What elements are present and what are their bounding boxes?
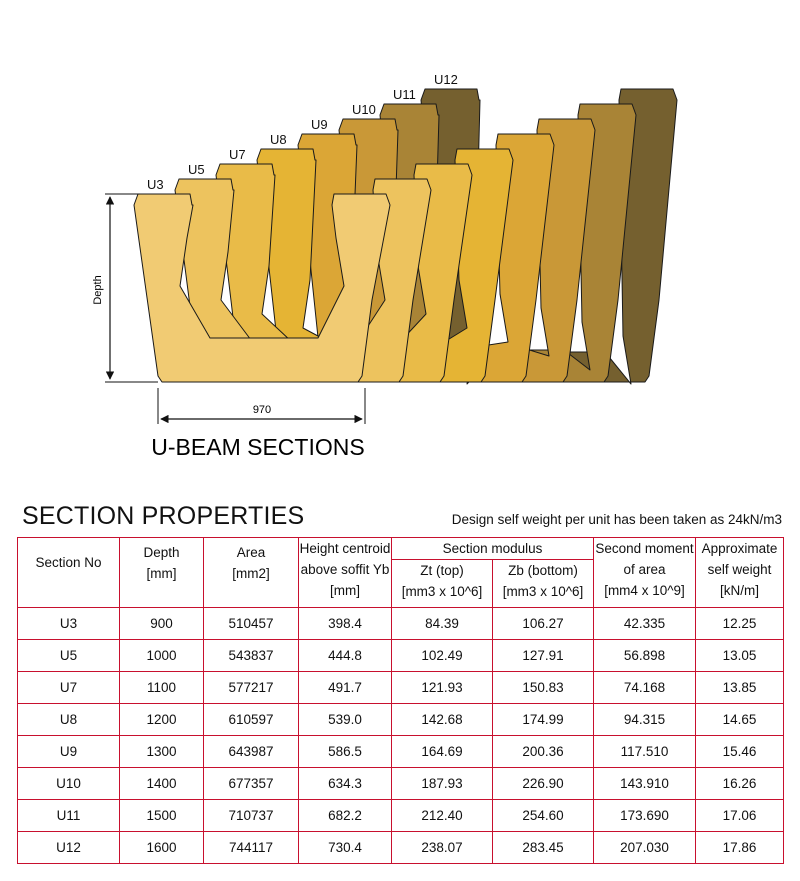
header-zb: Zb (bottom) [mm3 x 10^6] xyxy=(492,559,594,608)
cell-i: 143.910 xyxy=(593,767,696,800)
cell-yb: 730.4 xyxy=(298,831,392,864)
header-self-weight: Approximate self weight [kN/m] xyxy=(695,537,784,608)
cell-w: 16.26 xyxy=(695,767,784,800)
cell-zb: 150.83 xyxy=(492,671,594,704)
cell-w: 12.25 xyxy=(695,607,784,640)
cell-section: U12 xyxy=(17,831,120,864)
cell-i: 56.898 xyxy=(593,639,696,672)
header-section-modulus: Section modulus xyxy=(391,537,594,560)
cell-section: U5 xyxy=(17,639,120,672)
table-row: U3 900 510457 398.4 84.39 106.27 42.335 12.25 xyxy=(17,607,784,640)
cell-zt: 187.93 xyxy=(391,767,493,800)
cell-zt: 84.39 xyxy=(391,607,493,640)
cell-section: U9 xyxy=(17,735,120,768)
cell-section: U11 xyxy=(17,799,120,832)
cell-section: U3 xyxy=(17,607,120,640)
cell-zt: 142.68 xyxy=(391,703,493,736)
header-second-moment: Second moment of area [mm4 x 10^9] xyxy=(593,537,696,608)
cell-area: 677357 xyxy=(203,767,299,800)
self-weight-note: Design self weight per unit has been tak… xyxy=(451,512,782,527)
cell-area: 710737 xyxy=(203,799,299,832)
cell-zb: 226.90 xyxy=(492,767,594,800)
beam-label-u9: U9 xyxy=(311,117,328,132)
table-row: U5 1000 543837 444.8 102.49 127.91 56.898 13.05 xyxy=(17,639,784,672)
table-row: U12 1600 744117 730.4 238.07 283.45 207.030 17.… xyxy=(17,831,784,864)
header-zt: Zt (top) [mm3 x 10^6] xyxy=(391,559,493,608)
cell-i: 117.510 xyxy=(593,735,696,768)
beam-sections xyxy=(133,88,678,385)
u-beam-diagram: U12 U11 U10 U9 U8 U7 U5 U3 Depth 970 U-BEAM SEC… xyxy=(92,72,678,460)
cell-area: 744117 xyxy=(203,831,299,864)
cell-area: 643987 xyxy=(203,735,299,768)
cell-depth: 1600 xyxy=(119,831,204,864)
cell-zb: 174.99 xyxy=(492,703,594,736)
cell-i: 173.690 xyxy=(593,799,696,832)
table-row: U10 1400 677357 634.3 187.93 226.90 143.910 16.… xyxy=(17,767,784,800)
cell-w: 15.46 xyxy=(695,735,784,768)
cell-area: 577217 xyxy=(203,671,299,704)
table-row: U7 1100 577217 491.7 121.93 150.83 74.168 13.85 xyxy=(17,671,784,704)
cell-depth: 1200 xyxy=(119,703,204,736)
cell-yb: 491.7 xyxy=(298,671,392,704)
cell-i: 74.168 xyxy=(593,671,696,704)
cell-w: 13.85 xyxy=(695,671,784,704)
beam-label-u7: U7 xyxy=(229,147,246,162)
cell-section: U8 xyxy=(17,703,120,736)
section-properties-title: SECTION PROPERTIES xyxy=(22,502,305,530)
cell-i: 42.335 xyxy=(593,607,696,640)
cell-yb: 682.2 xyxy=(298,799,392,832)
beam-label-u5: U5 xyxy=(188,162,205,177)
beam-label-u8: U8 xyxy=(270,132,287,147)
cell-section: U10 xyxy=(17,767,120,800)
header-centroid: Height centroid above soffit Yb [mm] xyxy=(298,537,392,608)
header-depth: Depth [mm] xyxy=(119,537,204,608)
header-section-no: Section No xyxy=(17,537,120,608)
beam-label-u12: U12 xyxy=(434,72,458,87)
cell-zb: 283.45 xyxy=(492,831,594,864)
section-properties-table: Section No Depth [mm] Area [mm2] Height … xyxy=(17,537,784,864)
cell-yb: 539.0 xyxy=(298,703,392,736)
depth-label: Depth xyxy=(92,275,104,304)
cell-zb: 127.91 xyxy=(492,639,594,672)
cell-i: 207.030 xyxy=(593,831,696,864)
cell-yb: 586.5 xyxy=(298,735,392,768)
cell-w: 13.05 xyxy=(695,639,784,672)
cell-zt: 212.40 xyxy=(391,799,493,832)
cell-zt: 164.69 xyxy=(391,735,493,768)
cell-area: 610597 xyxy=(203,703,299,736)
cell-area: 510457 xyxy=(203,607,299,640)
beam-section-u3 xyxy=(133,193,391,383)
beam-labels: U12 U11 U10 U9 U8 U7 U5 U3 xyxy=(147,72,458,192)
cell-yb: 398.4 xyxy=(298,607,392,640)
beam-label-u3: U3 xyxy=(147,177,164,192)
cell-yb: 634.3 xyxy=(298,767,392,800)
cell-w: 17.86 xyxy=(695,831,784,864)
cell-i: 94.315 xyxy=(593,703,696,736)
cell-zt: 102.49 xyxy=(391,639,493,672)
cell-yb: 444.8 xyxy=(298,639,392,672)
cell-depth: 1100 xyxy=(119,671,204,704)
cell-zb: 254.60 xyxy=(492,799,594,832)
cell-zb: 106.27 xyxy=(492,607,594,640)
cell-area: 543837 xyxy=(203,639,299,672)
cell-zt: 121.93 xyxy=(391,671,493,704)
cell-depth: 1000 xyxy=(119,639,204,672)
cell-depth: 900 xyxy=(119,607,204,640)
table-row: U9 1300 643987 586.5 164.69 200.36 117.510 15.4… xyxy=(17,735,784,768)
header-area: Area [mm2] xyxy=(203,537,299,608)
table-row: U8 1200 610597 539.0 142.68 174.99 94.315 14.65 xyxy=(17,703,784,736)
diagram-title: U-BEAM SECTIONS xyxy=(151,434,364,460)
cell-w: 17.06 xyxy=(695,799,784,832)
cell-depth: 1300 xyxy=(119,735,204,768)
table-row: U11 1500 710737 682.2 212.40 254.60 173.690 17.… xyxy=(17,799,784,832)
cell-depth: 1500 xyxy=(119,799,204,832)
cell-zt: 238.07 xyxy=(391,831,493,864)
beam-label-u10: U10 xyxy=(352,102,376,117)
cell-zb: 200.36 xyxy=(492,735,594,768)
cell-w: 14.65 xyxy=(695,703,784,736)
width-label: 970 xyxy=(253,404,271,416)
cell-section: U7 xyxy=(17,671,120,704)
beam-label-u11: U11 xyxy=(393,87,416,102)
cell-depth: 1400 xyxy=(119,767,204,800)
